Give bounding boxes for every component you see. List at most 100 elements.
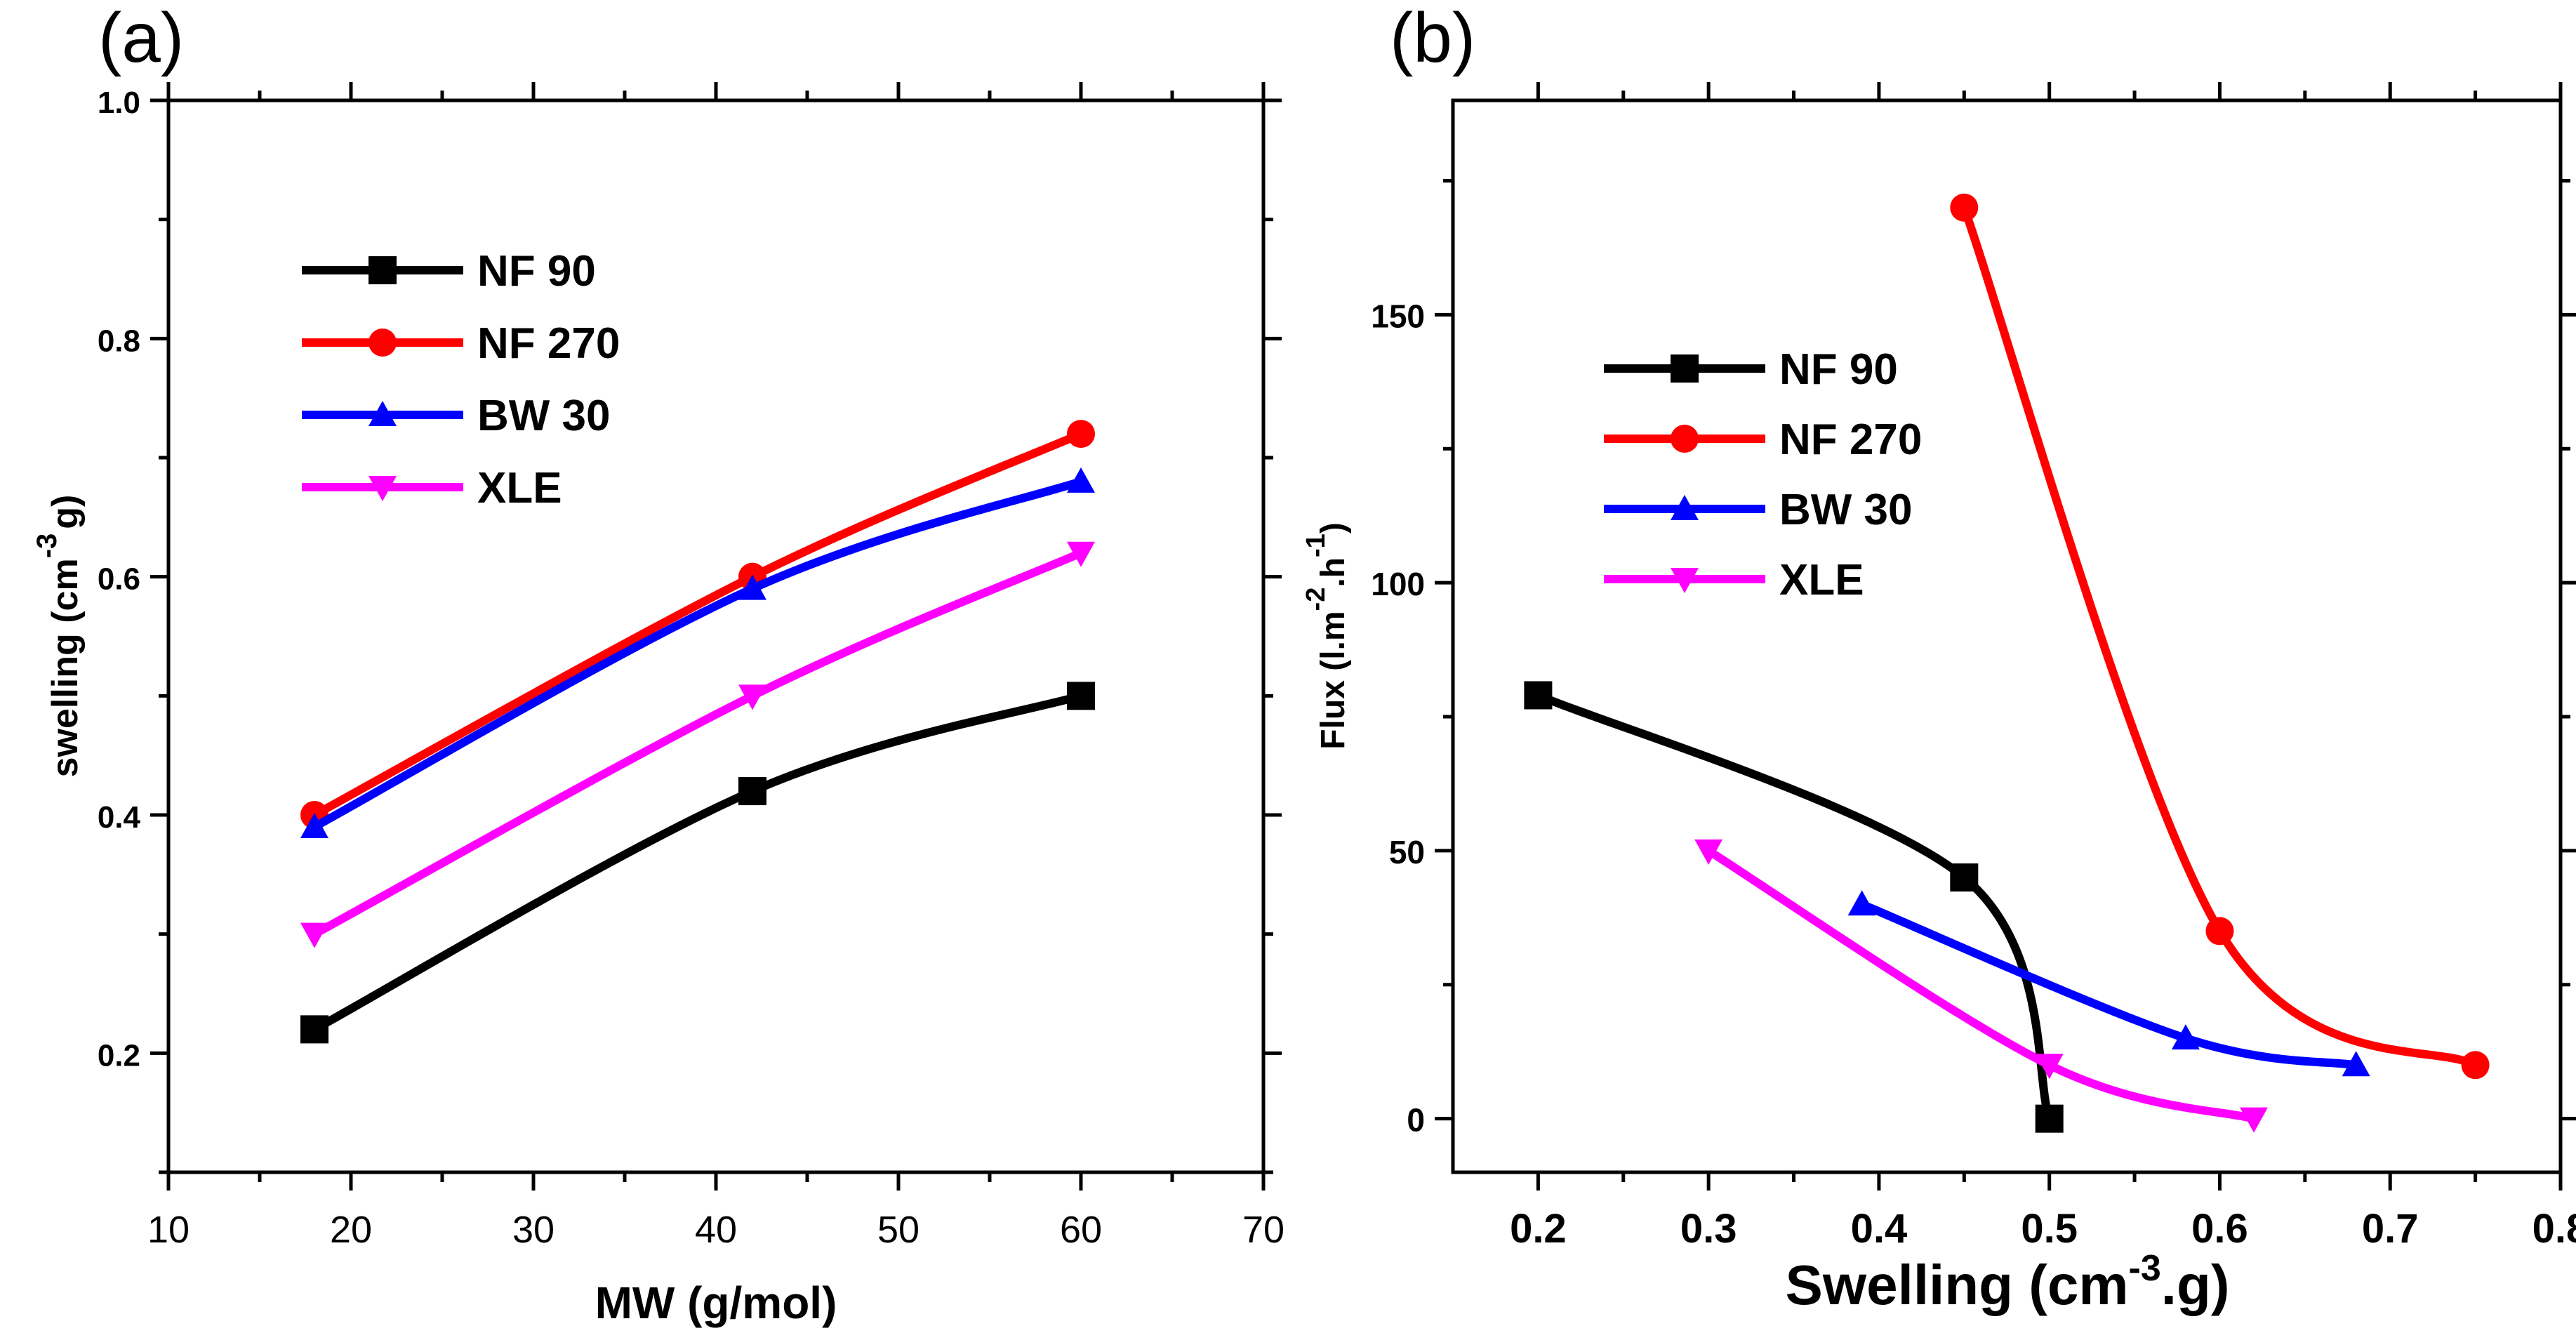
panel-b-data-point-xle bbox=[1694, 839, 1723, 865]
panel-a-legend-label: NF 90 bbox=[477, 247, 596, 296]
panel-b-y-tick-label: 50 bbox=[1389, 834, 1425, 870]
panel-a-y-axis-label: swelling (cm-3g) bbox=[32, 495, 86, 778]
panel-a-data-point-xle bbox=[300, 922, 328, 948]
panel-a-x-tick-label: 10 bbox=[147, 1209, 190, 1251]
panel-a-data-point-xle bbox=[738, 684, 766, 710]
panel-a-y-tick-label: 0.6 bbox=[98, 562, 140, 597]
panel-b-legend-label: NF 90 bbox=[1779, 345, 1898, 394]
panel-b-series-xle bbox=[1694, 839, 2269, 1133]
panel-a-legend-label: NF 270 bbox=[477, 319, 620, 368]
panel-a-legend-item-nf-270: NF 270 bbox=[302, 319, 620, 368]
panel-a-label: (a) bbox=[98, 0, 184, 77]
panel-a: (a) 10 20 30 40 50 60 700.20.40.60.81.0 NF 90N… bbox=[32, 0, 1284, 1328]
panel-b-legend-swatch-marker bbox=[1671, 495, 1699, 520]
panel-b-data-point-xle bbox=[2035, 1054, 2064, 1080]
panel-b-data-point-nf-90 bbox=[1524, 681, 1553, 710]
panel-a-legend-label: BW 30 bbox=[477, 392, 610, 440]
panel-b-series-line-nf-90 bbox=[1534, 691, 2054, 1123]
panel-b-legend: NF 90 NF 270 BW 30 XLE bbox=[1604, 345, 1922, 604]
panel-a-data-point-nf-270 bbox=[1067, 420, 1095, 449]
panel-b-series-line-xle bbox=[1704, 846, 2259, 1123]
panel-a-legend-item-nf-90: NF 90 bbox=[302, 247, 596, 296]
panel-a-legend: NF 90 NF 270 BW 30 XLE bbox=[302, 247, 620, 512]
panel-b-legend-item-xle: XLE bbox=[1604, 556, 1864, 604]
panel-b-x-tick-label: 0.4 bbox=[1851, 1206, 1908, 1252]
panel-a-legend-swatch-marker bbox=[369, 476, 397, 501]
panel-a-x-tick-label: 50 bbox=[877, 1209, 919, 1251]
panel-b-series-nf-270 bbox=[1950, 193, 2490, 1080]
panel-b-x-tick-label: 0.8 bbox=[2532, 1206, 2576, 1252]
panel-a-axes: 10 20 30 40 50 60 70 0.2 0.4 0.6 0.8 1.0 bbox=[98, 82, 1284, 1251]
panel-b-data-point-bw-30 bbox=[2171, 1024, 2200, 1050]
panel-a-x-tick-label: 70 bbox=[1242, 1209, 1284, 1251]
panel-a-legend-item-bw-30: BW 30 bbox=[302, 392, 610, 440]
panel-a-series-line-nf-270 bbox=[310, 430, 1085, 819]
panel-b-y-tick-label: 150 bbox=[1371, 298, 1425, 334]
panel-a-y-tick-label: 0.8 bbox=[98, 324, 140, 358]
panel-b-legend-label: NF 270 bbox=[1779, 416, 1922, 464]
panel-a-legend-swatch-marker bbox=[369, 256, 397, 284]
panel-b-legend-item-nf-270: NF 270 bbox=[1604, 416, 1922, 464]
panel-b-data-point-nf-270 bbox=[2205, 917, 2234, 946]
panel-b-data-point-bw-30 bbox=[2342, 1051, 2370, 1077]
panel-b-x-tick-label: 0.7 bbox=[2362, 1206, 2419, 1252]
panel-b-data-point-nf-90 bbox=[2035, 1104, 2064, 1133]
panel-b-label: (b) bbox=[1390, 0, 1475, 77]
panel-a-data-point-bw-30 bbox=[300, 812, 328, 838]
panel-a-series bbox=[300, 420, 1095, 1044]
panel-b-legend-item-bw-30: BW 30 bbox=[1604, 486, 1912, 534]
panel-b: (b) 0.2 0.3 0.4 0.5 0.6 0.7 0.8 0 50 100 150 NF 90… bbox=[1301, 0, 2576, 1316]
panel-b-x-axis-label: Swelling (cm-3.g) bbox=[1786, 1248, 2230, 1316]
panel-b-data-point-nf-270 bbox=[2461, 1051, 2490, 1080]
panel-b-x-tick-label: 0.3 bbox=[1680, 1206, 1737, 1252]
panel-b-legend-swatch-marker bbox=[1671, 425, 1699, 453]
panel-a-legend-label: XLE bbox=[477, 464, 562, 512]
panel-b-y-tick-label: 0 bbox=[1407, 1102, 1425, 1139]
panel-b-x-tick-label: 0.2 bbox=[1510, 1206, 1567, 1252]
panel-a-data-point-nf-90 bbox=[1067, 682, 1095, 710]
panel-b-data-point-nf-270 bbox=[1950, 193, 1979, 222]
panel-a-data-point-nf-90 bbox=[738, 777, 766, 806]
panel-b-legend-swatch-marker bbox=[1671, 568, 1699, 593]
panel-b-x-tick-label: 0.6 bbox=[2191, 1206, 2248, 1252]
panel-b-series-line-bw-30 bbox=[1857, 900, 2361, 1070]
panel-b-legend-swatch-marker bbox=[1671, 354, 1699, 383]
panel-b-data-point-xle bbox=[2240, 1107, 2269, 1133]
panel-a-x-tick-label: 30 bbox=[512, 1209, 555, 1251]
panel-b-data-point-nf-90 bbox=[1950, 863, 1979, 892]
panel-a-x-tick-label: 60 bbox=[1060, 1209, 1102, 1251]
panel-b-data-point-bw-30 bbox=[1847, 890, 1876, 916]
panel-b-legend-label: XLE bbox=[1779, 556, 1864, 604]
panel-a-y-tick-label: 0.4 bbox=[98, 800, 141, 835]
panel-a-series-line-xle bbox=[310, 548, 1085, 939]
panel-b-legend-label: BW 30 bbox=[1779, 486, 1912, 534]
panel-a-data-point-nf-90 bbox=[300, 1015, 328, 1044]
panel-b-plot-area bbox=[1451, 98, 2563, 1174]
panel-a-legend-swatch-marker bbox=[369, 329, 397, 357]
panel-a-data-point-bw-30 bbox=[738, 574, 766, 600]
panel-b-y-tick-label: 100 bbox=[1371, 566, 1425, 602]
panel-b-series-line-nf-270 bbox=[1960, 203, 2480, 1070]
panel-a-series-line-nf-90 bbox=[310, 691, 1085, 1034]
panel-a-data-point-bw-30 bbox=[1067, 467, 1095, 493]
panel-a-series-nf-90 bbox=[300, 682, 1095, 1044]
panel-b-series-bw-30 bbox=[1847, 890, 2370, 1077]
panel-b-y-axis-label: Flux (l.m-2.h-1) bbox=[1301, 522, 1352, 750]
panel-a-series-xle bbox=[300, 541, 1095, 948]
panel-a-series-line-bw-30 bbox=[310, 477, 1085, 831]
panel-b-legend-item-nf-90: NF 90 bbox=[1604, 345, 1898, 394]
panel-b-series-nf-90 bbox=[1524, 681, 2064, 1133]
panel-b-series bbox=[1524, 193, 2490, 1133]
panel-a-legend-item-xle: XLE bbox=[302, 464, 562, 512]
panel-a-x-tick-label: 20 bbox=[330, 1209, 372, 1251]
panel-a-data-point-xle bbox=[1067, 541, 1095, 567]
panel-a-x-tick-label: 40 bbox=[695, 1209, 737, 1251]
panel-a-series-bw-30 bbox=[300, 467, 1095, 838]
panel-a-y-tick-label: 0.2 bbox=[98, 1038, 140, 1073]
panel-a-x-axis-label: MW (g/mol) bbox=[595, 1278, 837, 1328]
panel-a-legend-swatch-marker bbox=[369, 401, 397, 426]
panel-b-axes: 0.2 0.3 0.4 0.5 0.6 0.7 0.8 0 50 100 150 bbox=[1371, 82, 2576, 1252]
panel-a-y-tick-label: 1.0 bbox=[98, 86, 140, 120]
